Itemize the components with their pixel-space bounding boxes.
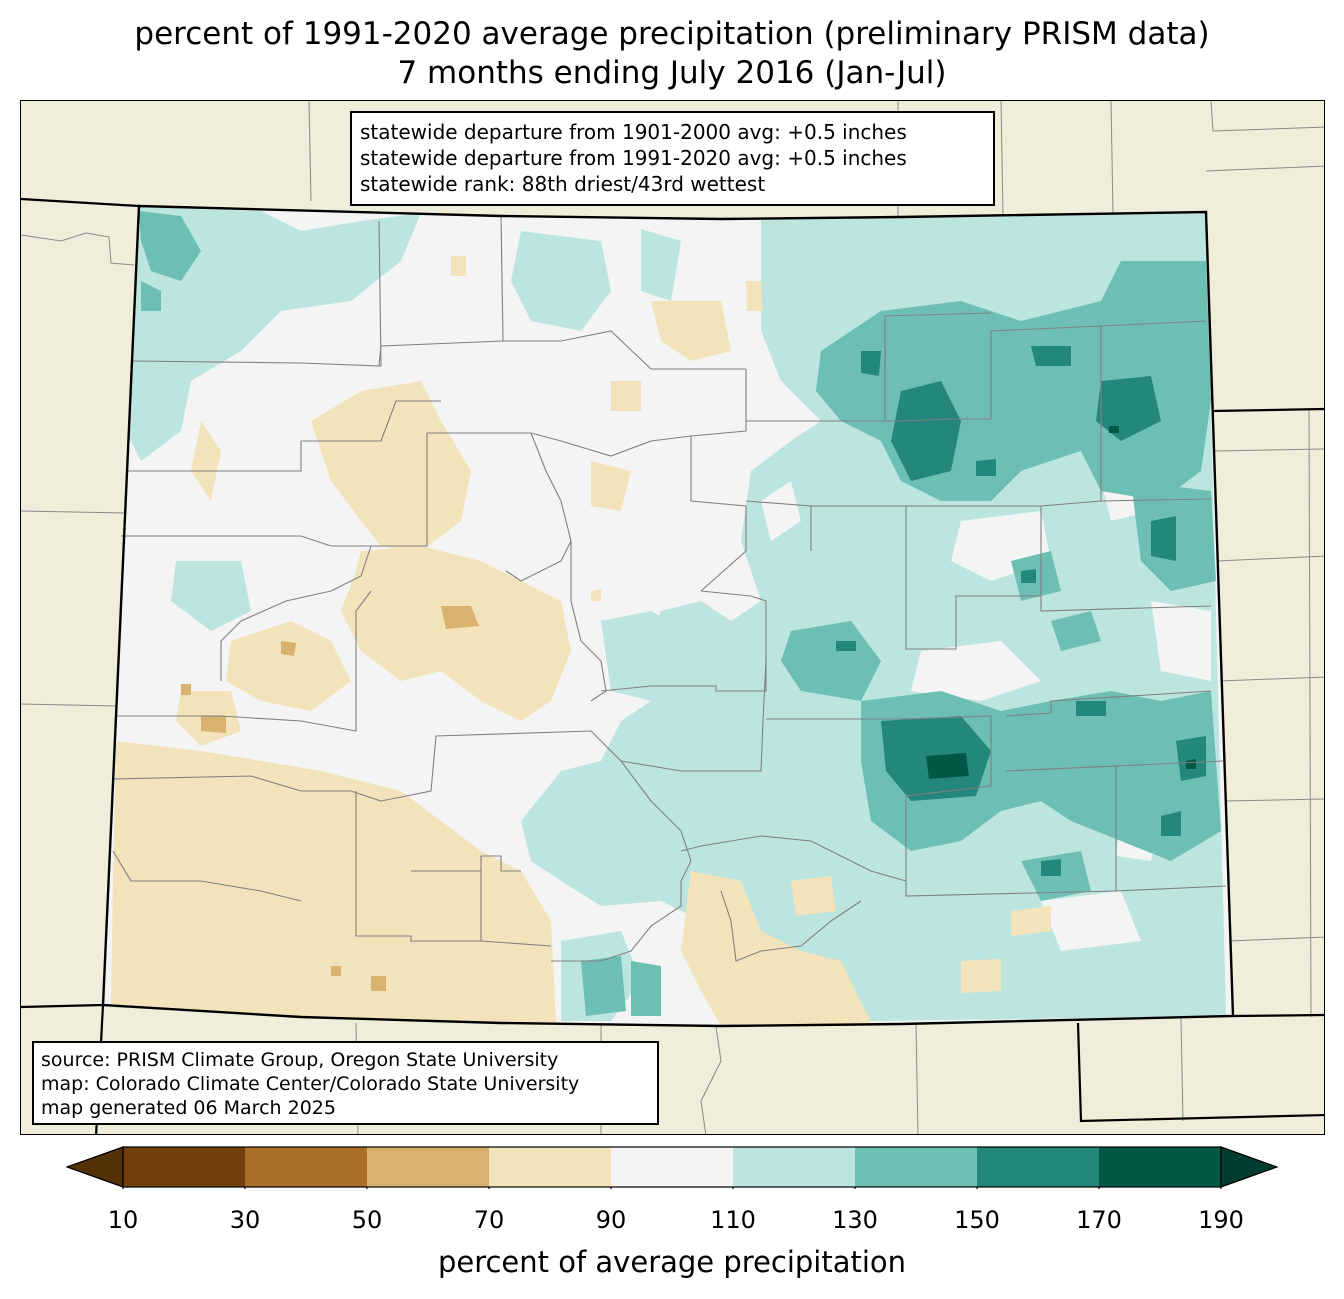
colorbar-label: percent of average precipitation xyxy=(437,1245,907,1279)
colorbar-tick-label: 150 xyxy=(954,1206,1000,1234)
colorbar-bin-10-30 xyxy=(123,1147,245,1187)
colorbar-tick-label: 90 xyxy=(595,1206,627,1234)
precipitation-contours xyxy=(111,206,1226,1026)
colorbar-tick-label: 110 xyxy=(710,1206,756,1234)
stats-rank: statewide rank: 88th driest/43rd wettest xyxy=(360,172,766,196)
source-line: source: PRISM Climate Group, Oregon Stat… xyxy=(41,1049,559,1071)
colorbar-bin-150-170 xyxy=(977,1147,1099,1187)
colorbar-tick-label: 70 xyxy=(473,1206,505,1234)
colorbar-bin-110-130 xyxy=(733,1147,855,1187)
colorbar-tick-label: 50 xyxy=(351,1206,383,1234)
county-lines xyxy=(112,215,1227,962)
map-panel xyxy=(20,100,1325,1135)
colorado-border xyxy=(101,204,1235,1028)
colorbar-over-arrow xyxy=(1220,1146,1278,1188)
colorbar-tick-label: 190 xyxy=(1198,1206,1244,1234)
map-credit-line: map: Colorado Climate Center/Colorado St… xyxy=(41,1073,580,1095)
source-box: source: PRISM Climate Group, Oregon Stat… xyxy=(32,1041,659,1125)
colorbar-bin-50-70 xyxy=(367,1147,489,1187)
colorbar-bin-130-150 xyxy=(855,1147,977,1187)
colorbar-bin-170-190 xyxy=(1099,1147,1221,1187)
precipitation-map xyxy=(21,101,1324,1134)
statewide-stats-box: statewide departure from 1901-2000 avg: … xyxy=(350,111,995,206)
colorbar-bin-90-110 xyxy=(611,1147,733,1187)
generated-date-line: map generated 06 March 2025 xyxy=(41,1097,336,1119)
colorbar-tick-label: 130 xyxy=(832,1206,878,1234)
colorbar-tick-label: 10 xyxy=(107,1206,139,1234)
stats-departure-1991: statewide departure from 1991-2020 avg: … xyxy=(360,146,907,170)
colorbar-bin-30-50 xyxy=(245,1147,367,1187)
map-subtitle: 7 months ending July 2016 (Jan-Jul) xyxy=(397,55,947,91)
colorbar-bin-70-90 xyxy=(489,1147,611,1187)
map-title: percent of 1991-2020 average precipitati… xyxy=(134,16,1210,52)
colorbar-outline xyxy=(122,1146,1222,1188)
colorbar xyxy=(66,1146,1278,1189)
colorbar-under-arrow xyxy=(66,1146,124,1188)
colorbar-tick-label: 30 xyxy=(229,1206,261,1234)
stats-departure-1901: statewide departure from 1901-2000 avg: … xyxy=(360,120,907,144)
colorbar-tick-label: 170 xyxy=(1076,1206,1122,1234)
